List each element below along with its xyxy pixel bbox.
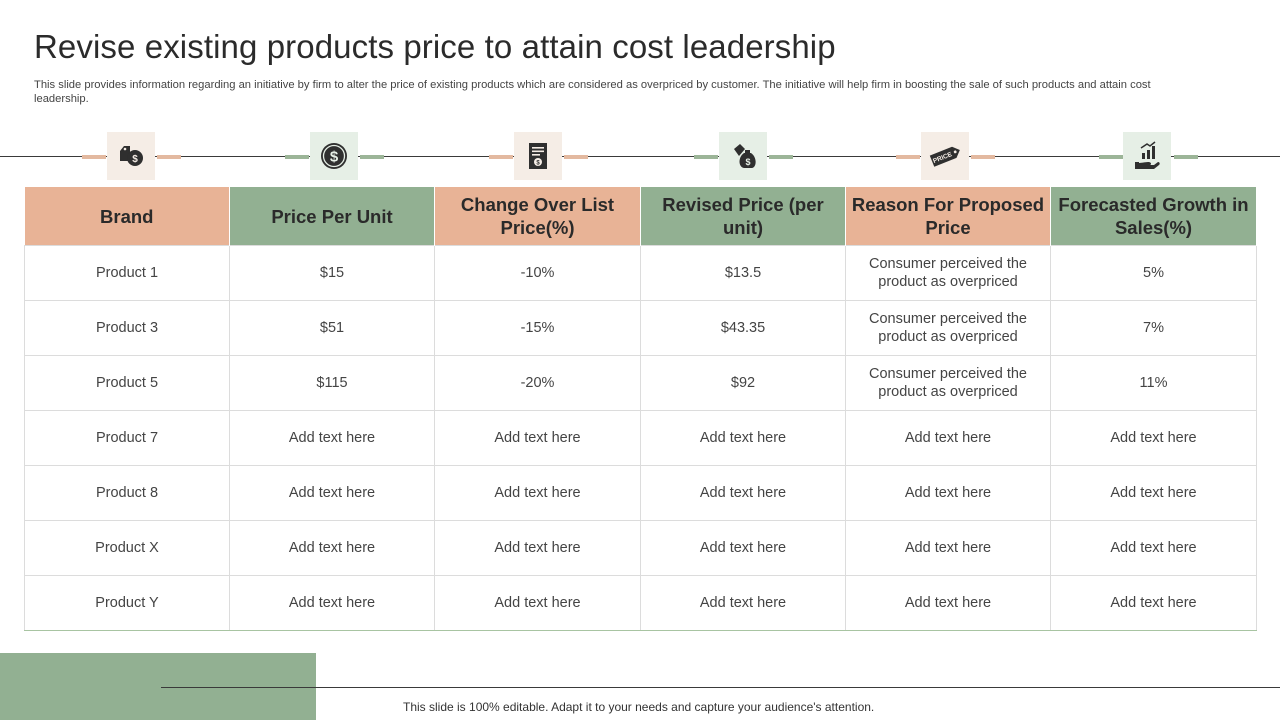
- svg-text:$: $: [132, 154, 138, 165]
- table-cell: -10%: [434, 245, 641, 301]
- table-cell: $115: [229, 355, 435, 411]
- connector: [489, 155, 513, 159]
- table-cell: Add text here: [845, 410, 1051, 466]
- table-cell: Add text here: [434, 575, 641, 631]
- table-cell: Add text here: [640, 575, 846, 631]
- table-row: Product 1 $15 -10% $13.5 Consumer percei…: [24, 245, 1257, 301]
- table-cell: Add text here: [434, 410, 641, 466]
- connector: [82, 155, 106, 159]
- connector: [769, 155, 793, 159]
- table-cell: $43.35: [640, 300, 846, 356]
- table-cell: -15%: [434, 300, 641, 356]
- table-cell: Product 8: [24, 465, 230, 521]
- table-cell: 5%: [1050, 245, 1257, 301]
- table-cell: Product X: [24, 520, 230, 576]
- connector: [896, 155, 920, 159]
- price-tag-coin-icon: $: [107, 132, 155, 180]
- svg-text:$: $: [330, 149, 339, 166]
- table-cell: $13.5: [640, 245, 846, 301]
- timeline-line: [0, 156, 1280, 157]
- table-cell: Add text here: [434, 520, 641, 576]
- table-row: Product 7 Add text here Add text here Ad…: [24, 410, 1257, 466]
- table-cell: -20%: [434, 355, 641, 411]
- table-row: Product X Add text here Add text here Ad…: [24, 520, 1257, 576]
- growth-chart-hand-icon: [1123, 132, 1171, 180]
- money-bag-tag-icon: $: [719, 132, 767, 180]
- table-cell: Add text here: [1050, 465, 1257, 521]
- header-revised-price: Revised Price (per unit): [640, 187, 846, 246]
- header-reason: Reason For Proposed Price: [845, 187, 1051, 246]
- table-cell: Product 5: [24, 355, 230, 411]
- svg-text:$: $: [536, 161, 540, 167]
- connector: [694, 155, 718, 159]
- table-cell: 7%: [1050, 300, 1257, 356]
- table-cell: $51: [229, 300, 435, 356]
- dollar-coin-icon: $: [310, 132, 358, 180]
- table-cell: 11%: [1050, 355, 1257, 411]
- table-cell: Add text here: [845, 465, 1051, 521]
- table-cell: Product 3: [24, 300, 230, 356]
- table-cell: Add text here: [640, 520, 846, 576]
- table-cell: Consumer perceived the product as overpr…: [845, 355, 1051, 411]
- header-forecasted-growth: Forecasted Growth in Sales(%): [1050, 187, 1257, 246]
- table-cell: $92: [640, 355, 846, 411]
- connector: [564, 155, 588, 159]
- connector: [971, 155, 995, 159]
- table-cell: Add text here: [845, 575, 1051, 631]
- price-label-icon: PRICE: [921, 132, 969, 180]
- table-row: Product Y Add text here Add text here Ad…: [24, 575, 1257, 631]
- header-row: Brand Price Per Unit Change Over List Pr…: [24, 187, 1257, 246]
- table-cell: Add text here: [1050, 410, 1257, 466]
- table-cell: Add text here: [845, 520, 1051, 576]
- header-brand: Brand: [24, 187, 230, 246]
- footer-note: This slide is 100% editable. Adapt it to…: [403, 700, 875, 714]
- connector: [360, 155, 384, 159]
- table-cell: Add text here: [434, 465, 641, 521]
- price-document-icon: $: [514, 132, 562, 180]
- footer-divider: [161, 687, 1280, 688]
- table-cell: Add text here: [229, 520, 435, 576]
- table-cell: Add text here: [229, 410, 435, 466]
- table-cell: Product Y: [24, 575, 230, 631]
- svg-text:$: $: [745, 157, 750, 167]
- footer-accent-block: [0, 653, 316, 720]
- connector: [157, 155, 181, 159]
- connector: [1099, 155, 1123, 159]
- table-cell: Add text here: [229, 575, 435, 631]
- table-cell: Add text here: [640, 410, 846, 466]
- pricing-table: Brand Price Per Unit Change Over List Pr…: [24, 187, 1257, 631]
- table-row: Product 5 $115 -20% $92 Consumer perceiv…: [24, 355, 1257, 411]
- table-cell: Consumer perceived the product as overpr…: [845, 245, 1051, 301]
- table-cell: Add text here: [229, 465, 435, 521]
- connector: [285, 155, 309, 159]
- table-cell: Add text here: [1050, 520, 1257, 576]
- table-cell: $15: [229, 245, 435, 301]
- header-change-over-list-price: Change Over List Price(%): [434, 187, 641, 246]
- table-cell: Consumer perceived the product as overpr…: [845, 300, 1051, 356]
- table-cell: Product 1: [24, 245, 230, 301]
- table-cell: Add text here: [640, 465, 846, 521]
- table-cell: Product 7: [24, 410, 230, 466]
- table-row: Product 8 Add text here Add text here Ad…: [24, 465, 1257, 521]
- slide-title: Revise existing products price to attain…: [34, 28, 836, 65]
- slide-description: This slide provides information regardin…: [34, 79, 1151, 105]
- header-price-per-unit: Price Per Unit: [229, 187, 435, 246]
- table-cell: Add text here: [1050, 575, 1257, 631]
- table-row: Product 3 $51 -15% $43.35 Consumer perce…: [24, 300, 1257, 356]
- connector: [1174, 155, 1198, 159]
